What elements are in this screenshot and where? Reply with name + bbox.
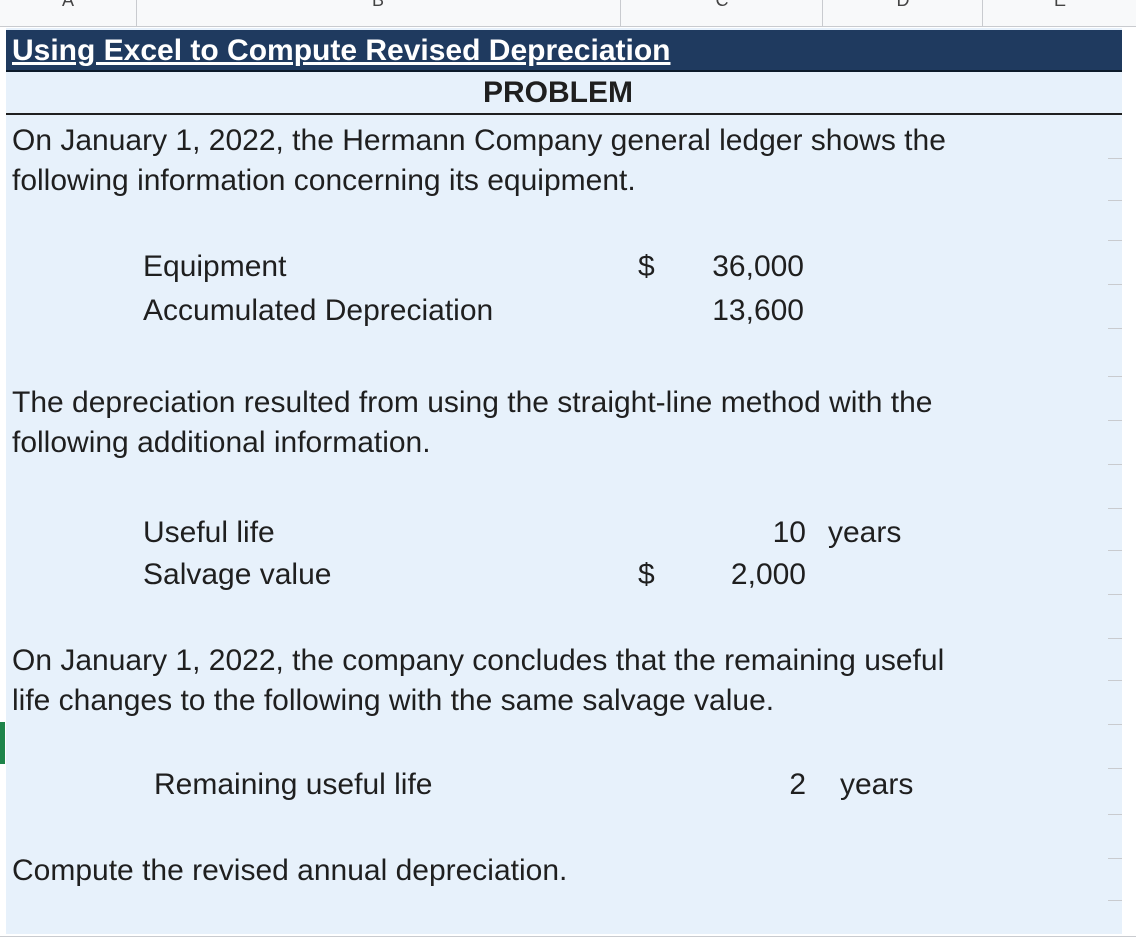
- intro-line-2: following information concerning its equ…: [12, 164, 636, 197]
- gridline: [1108, 680, 1122, 681]
- salvage-currency: $: [638, 558, 655, 591]
- gridline: [1108, 550, 1122, 551]
- salvage-value-label: Salvage value: [143, 558, 332, 591]
- sheet-title: Using Excel to Compute Revised Depreciat…: [12, 34, 671, 67]
- equipment-value[interactable]: 36,000: [712, 250, 804, 283]
- problem-heading: PROBLEM: [483, 76, 633, 109]
- gridline: [1108, 768, 1122, 769]
- sheet-area[interactable]: [6, 28, 1122, 934]
- method-line-2: following additional information.: [12, 426, 431, 459]
- gridline: [1108, 328, 1122, 329]
- useful-life-unit: years: [828, 516, 902, 549]
- gridline: [1108, 158, 1122, 159]
- gridline: [1108, 858, 1122, 859]
- gridline: [1108, 284, 1122, 285]
- column-header-a[interactable]: A: [61, 0, 74, 10]
- intro-line-1: On January 1, 2022, the Hermann Company …: [12, 124, 946, 157]
- equipment-currency: $: [638, 250, 655, 283]
- gridline: [1108, 638, 1122, 639]
- useful-life-label: Useful life: [143, 516, 275, 549]
- useful-life-value[interactable]: 10: [772, 516, 806, 549]
- bottom-gridline: [0, 936, 1136, 937]
- gridline: [1108, 900, 1122, 901]
- gridline: [1108, 724, 1122, 725]
- heading-underline: [6, 113, 1122, 115]
- accumulated-depreciation-value[interactable]: 13,600: [712, 294, 804, 327]
- remaining-life-unit: years: [840, 768, 914, 801]
- change-paragraph: On January 1, 2022, the company conclude…: [12, 641, 1112, 721]
- gridline: [1108, 508, 1122, 509]
- method-line-1: The depreciation resulted from using the…: [12, 386, 933, 419]
- instruction-text: Compute the revised annual depreciation.: [12, 854, 568, 887]
- intro-paragraph: On January 1, 2022, the Hermann Company …: [12, 121, 1112, 201]
- gridline: [1108, 240, 1122, 241]
- column-divider: [982, 0, 983, 26]
- gridline: [1108, 464, 1122, 465]
- column-header-strip: A B C D E: [0, 0, 1136, 27]
- column-header-d[interactable]: D: [896, 0, 910, 10]
- equipment-label: Equipment: [143, 250, 287, 283]
- change-line-2: life changes to the following with the s…: [12, 684, 775, 717]
- column-header-b[interactable]: B: [371, 0, 384, 10]
- change-line-1: On January 1, 2022, the company conclude…: [12, 644, 945, 677]
- gridline: [1108, 376, 1122, 377]
- remaining-life-label: Remaining useful life: [154, 768, 433, 801]
- column-header-e[interactable]: E: [1053, 0, 1066, 10]
- salvage-value[interactable]: 2,000: [730, 558, 806, 591]
- selected-row-marker: [0, 722, 5, 764]
- gridline: [1108, 200, 1122, 201]
- column-divider: [822, 0, 823, 26]
- title-bar: Using Excel to Compute Revised Depreciat…: [6, 30, 1122, 72]
- gridline: [1108, 420, 1122, 421]
- gridline: [1108, 814, 1122, 815]
- remaining-life-value[interactable]: 2: [789, 768, 806, 801]
- method-paragraph: The depreciation resulted from using the…: [12, 383, 1112, 463]
- column-divider: [620, 0, 621, 26]
- column-header-c[interactable]: C: [715, 0, 729, 10]
- accumulated-depreciation-label: Accumulated Depreciation: [143, 294, 494, 327]
- column-divider: [136, 0, 137, 26]
- gridline: [1108, 594, 1122, 595]
